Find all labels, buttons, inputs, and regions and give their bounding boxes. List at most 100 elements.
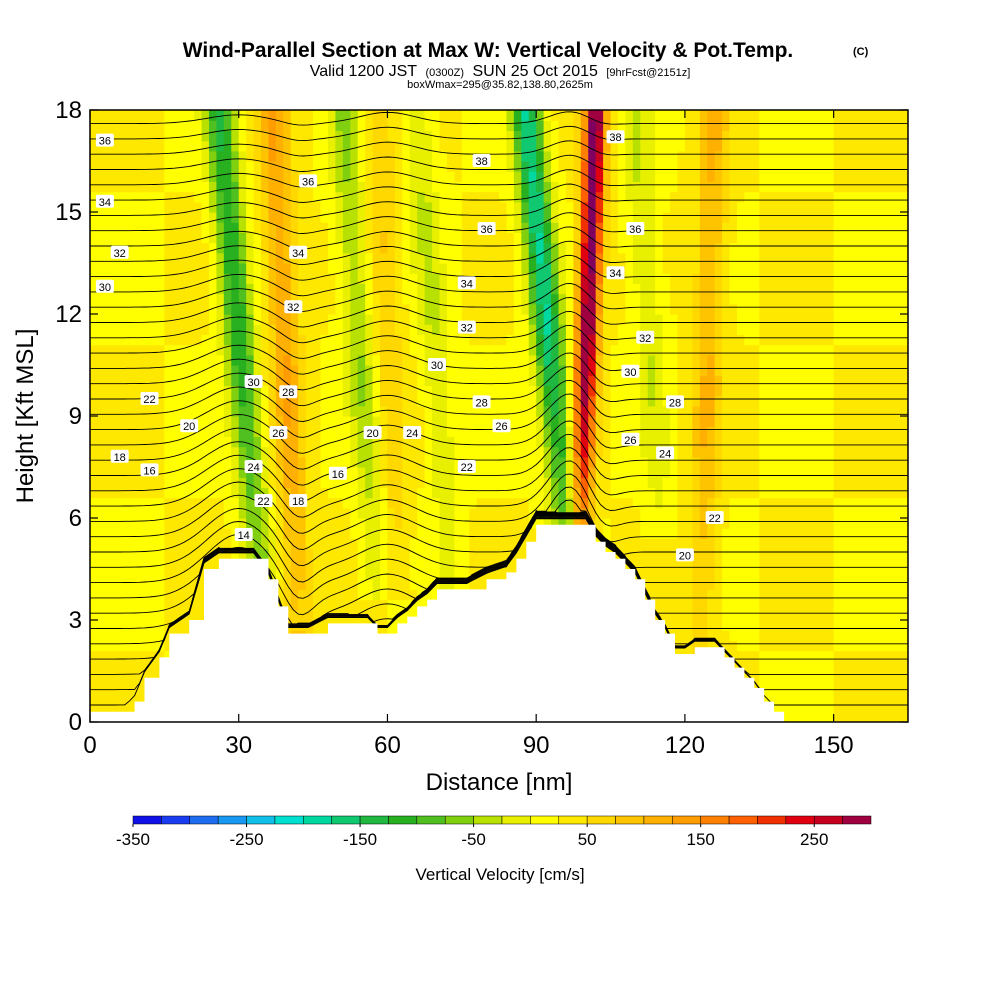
velocity-cell	[283, 528, 292, 539]
velocity-cell	[565, 324, 574, 335]
velocity-cell	[699, 273, 708, 284]
velocity-cell	[253, 252, 262, 264]
velocity-cell	[603, 416, 612, 427]
velocity-cell	[365, 416, 374, 427]
velocity-cell	[335, 589, 344, 601]
velocity-cell	[357, 365, 366, 376]
velocity-cell	[261, 507, 270, 519]
velocity-cell	[97, 681, 106, 692]
velocity-cell	[424, 140, 433, 152]
velocity-cell	[394, 528, 403, 539]
velocity-cell	[484, 201, 493, 213]
velocity-cell	[305, 120, 314, 131]
velocity-cell	[90, 263, 99, 274]
velocity-cell	[454, 436, 463, 448]
velocity-cell	[261, 548, 270, 560]
velocity-cell	[662, 293, 671, 305]
velocity-cell	[268, 252, 277, 264]
velocity-cell	[365, 324, 374, 335]
velocity-cell	[469, 477, 478, 488]
velocity-cell	[231, 303, 240, 315]
velocity-cell	[119, 599, 128, 611]
velocity-cell	[432, 120, 441, 131]
velocity-cell	[104, 558, 113, 570]
velocity-cell	[283, 599, 292, 611]
velocity-cell	[513, 303, 522, 315]
velocity-cell	[142, 569, 151, 580]
velocity-cell	[298, 456, 307, 468]
velocity-cell	[506, 110, 515, 121]
velocity-cell	[238, 344, 247, 356]
velocity-cell	[134, 293, 143, 305]
velocity-cell	[409, 120, 418, 131]
velocity-cell	[365, 538, 374, 550]
velocity-cell	[521, 181, 530, 193]
velocity-cell	[119, 691, 128, 703]
velocity-cell	[335, 487, 344, 499]
velocity-cell	[454, 518, 463, 529]
velocity-cell	[365, 354, 374, 366]
velocity-cell	[551, 212, 560, 223]
velocity-cell	[387, 477, 396, 488]
velocity-cell	[580, 395, 589, 407]
velocity-cell	[580, 436, 589, 448]
velocity-cell	[655, 232, 664, 244]
velocity-cell	[350, 436, 359, 448]
velocity-cell	[573, 344, 582, 356]
velocity-cell	[194, 497, 203, 509]
velocity-cell	[528, 507, 537, 519]
velocity-cell	[424, 436, 433, 448]
velocity-cell	[387, 191, 396, 203]
velocity-cell	[394, 222, 403, 233]
velocity-cell	[275, 436, 284, 448]
velocity-cell	[320, 344, 329, 356]
velocity-cell	[521, 538, 530, 550]
velocity-cell	[365, 375, 374, 386]
velocity-cell	[476, 467, 485, 478]
velocity-cell	[603, 477, 612, 488]
velocity-cell	[662, 110, 671, 121]
velocity-cell	[625, 354, 634, 366]
velocity-cell	[580, 201, 589, 213]
velocity-cell	[684, 201, 693, 213]
velocity-cell	[90, 252, 99, 264]
velocity-cell	[551, 436, 560, 448]
velocity-cell	[246, 222, 255, 233]
velocity-cell	[223, 293, 232, 305]
velocity-cell	[275, 201, 284, 213]
velocity-cell	[253, 344, 262, 356]
velocity-cell	[484, 283, 493, 295]
velocity-cell	[261, 487, 270, 499]
velocity-cell	[432, 548, 441, 560]
velocity-cell	[327, 324, 336, 335]
velocity-cell	[662, 569, 671, 580]
velocity-cell	[357, 110, 366, 121]
velocity-cell	[342, 375, 351, 386]
velocity-cell	[231, 548, 240, 560]
velocity-cell	[238, 161, 247, 172]
velocity-cell	[119, 620, 128, 631]
velocity-cell	[417, 150, 426, 162]
velocity-cell	[231, 232, 240, 244]
velocity-cell	[491, 344, 500, 356]
velocity-cell	[164, 609, 173, 621]
velocity-cell	[625, 548, 634, 560]
velocity-cell	[573, 263, 582, 274]
velocity-cell	[499, 569, 508, 580]
velocity-cell	[372, 263, 381, 274]
velocity-cell	[506, 548, 515, 560]
velocity-cell	[223, 375, 232, 386]
velocity-cell	[699, 191, 708, 203]
velocity-cell	[231, 344, 240, 356]
velocity-cell	[104, 242, 113, 254]
velocity-cell	[662, 436, 671, 448]
velocity-cell	[543, 252, 552, 264]
velocity-cell	[320, 528, 329, 539]
velocity-cell	[127, 201, 136, 213]
velocity-cell	[536, 283, 545, 295]
velocity-cell	[186, 242, 195, 254]
velocity-cell	[446, 324, 455, 335]
velocity-cell	[335, 171, 344, 182]
velocity-cell	[513, 446, 522, 458]
valid-time: Valid 1200 JST	[310, 63, 418, 80]
